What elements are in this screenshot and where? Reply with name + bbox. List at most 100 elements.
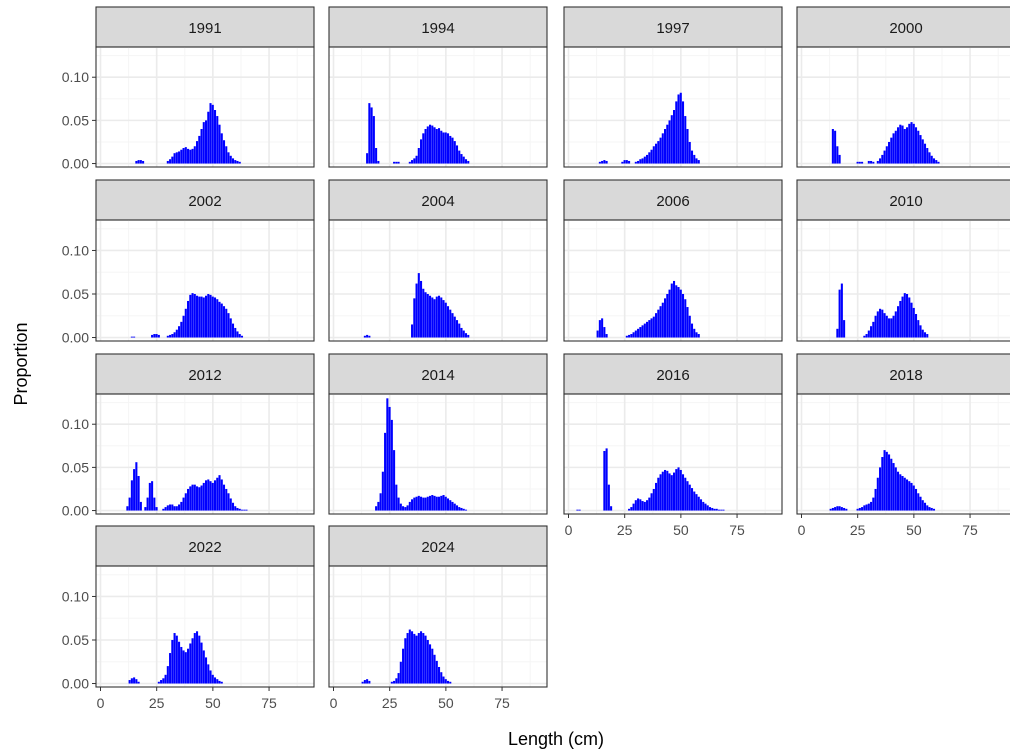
bar: [415, 496, 418, 511]
bar: [670, 115, 673, 164]
bar: [238, 334, 241, 338]
bar: [166, 666, 169, 684]
bar: [681, 101, 685, 164]
facet-panel-1997: 1997: [563, 6, 783, 168]
bar: [404, 638, 407, 684]
bar: [211, 296, 214, 338]
bar: [220, 681, 223, 684]
bar: [193, 484, 196, 511]
bar: [867, 330, 870, 338]
y-tick-label: 0.00: [62, 503, 89, 519]
bar: [370, 107, 373, 164]
bar: [413, 633, 416, 684]
bar: [928, 152, 931, 164]
bar: [157, 681, 160, 684]
bar: [144, 507, 147, 511]
bar: [426, 126, 429, 164]
bar: [621, 161, 624, 164]
bar: [184, 147, 187, 164]
bar: [390, 419, 393, 511]
bar: [422, 633, 425, 684]
bar: [231, 158, 235, 164]
bar: [440, 297, 443, 338]
facet-panel-2006: 2006: [563, 179, 783, 342]
bar: [648, 497, 651, 511]
bar: [646, 154, 649, 164]
bar: [229, 498, 232, 511]
bar: [135, 462, 138, 511]
bar: [458, 323, 461, 338]
bar: [426, 293, 429, 338]
bar: [605, 160, 608, 164]
bar: [171, 334, 174, 338]
bar: [693, 328, 696, 338]
bar: [137, 681, 140, 684]
facet-strip: [328, 179, 548, 221]
bar: [205, 657, 208, 684]
bar: [906, 127, 909, 164]
facet-strip: [95, 179, 315, 221]
facet-strip-label: 2010: [889, 193, 922, 210]
bar: [921, 139, 924, 164]
bar: [908, 481, 911, 511]
bar: [175, 329, 178, 338]
bar: [856, 508, 859, 511]
bar: [225, 308, 228, 338]
x-tick-label: 0: [97, 695, 105, 711]
bar: [668, 120, 671, 164]
bar: [625, 335, 628, 338]
bar: [386, 398, 389, 511]
bar: [838, 506, 841, 511]
bar: [578, 509, 581, 511]
bar: [861, 161, 864, 164]
bar: [449, 500, 452, 511]
bar: [453, 316, 456, 338]
bar: [693, 491, 696, 511]
bar: [686, 307, 689, 338]
bar: [673, 472, 676, 511]
bar: [894, 130, 897, 164]
y-tick-label: 0.05: [62, 286, 89, 302]
bar: [885, 315, 888, 338]
bar: [603, 327, 606, 338]
bar: [462, 508, 465, 511]
bar: [890, 318, 893, 338]
facet-strip-label: 2018: [889, 367, 922, 384]
bar: [867, 503, 870, 511]
bar: [648, 152, 651, 164]
bar: [666, 293, 669, 338]
x-tick-label: 75: [494, 695, 510, 711]
bar: [679, 92, 682, 164]
bar: [245, 509, 248, 511]
bar: [926, 148, 929, 164]
bar: [630, 507, 633, 511]
bar: [191, 148, 194, 164]
facet-strip-label: 2006: [656, 193, 689, 210]
bar: [603, 160, 606, 164]
bar: [903, 293, 906, 338]
bar: [433, 495, 436, 511]
bar: [874, 315, 877, 338]
facet-strip-label: 2004: [421, 193, 454, 210]
bar: [894, 467, 897, 511]
bar: [431, 125, 434, 164]
bar: [205, 120, 208, 164]
bar: [395, 678, 398, 684]
bar: [438, 295, 441, 338]
bar: [664, 129, 667, 164]
bar: [166, 335, 169, 338]
bar: [227, 152, 230, 164]
bar: [236, 507, 239, 511]
bar: [872, 497, 875, 511]
bar: [870, 501, 873, 511]
panel-border: [95, 219, 315, 342]
bar: [643, 323, 646, 338]
bar: [679, 289, 682, 338]
bar: [930, 507, 933, 511]
bar: [126, 506, 129, 511]
bar: [397, 161, 400, 164]
bar: [695, 158, 698, 164]
bar: [162, 508, 165, 511]
bar: [661, 471, 664, 511]
bar: [666, 124, 669, 164]
